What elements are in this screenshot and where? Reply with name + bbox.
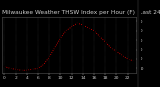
Text: Milwaukee Weather THSW Index per Hour (F) (Last 24 Hours): Milwaukee Weather THSW Index per Hour (F… [2, 10, 160, 15]
